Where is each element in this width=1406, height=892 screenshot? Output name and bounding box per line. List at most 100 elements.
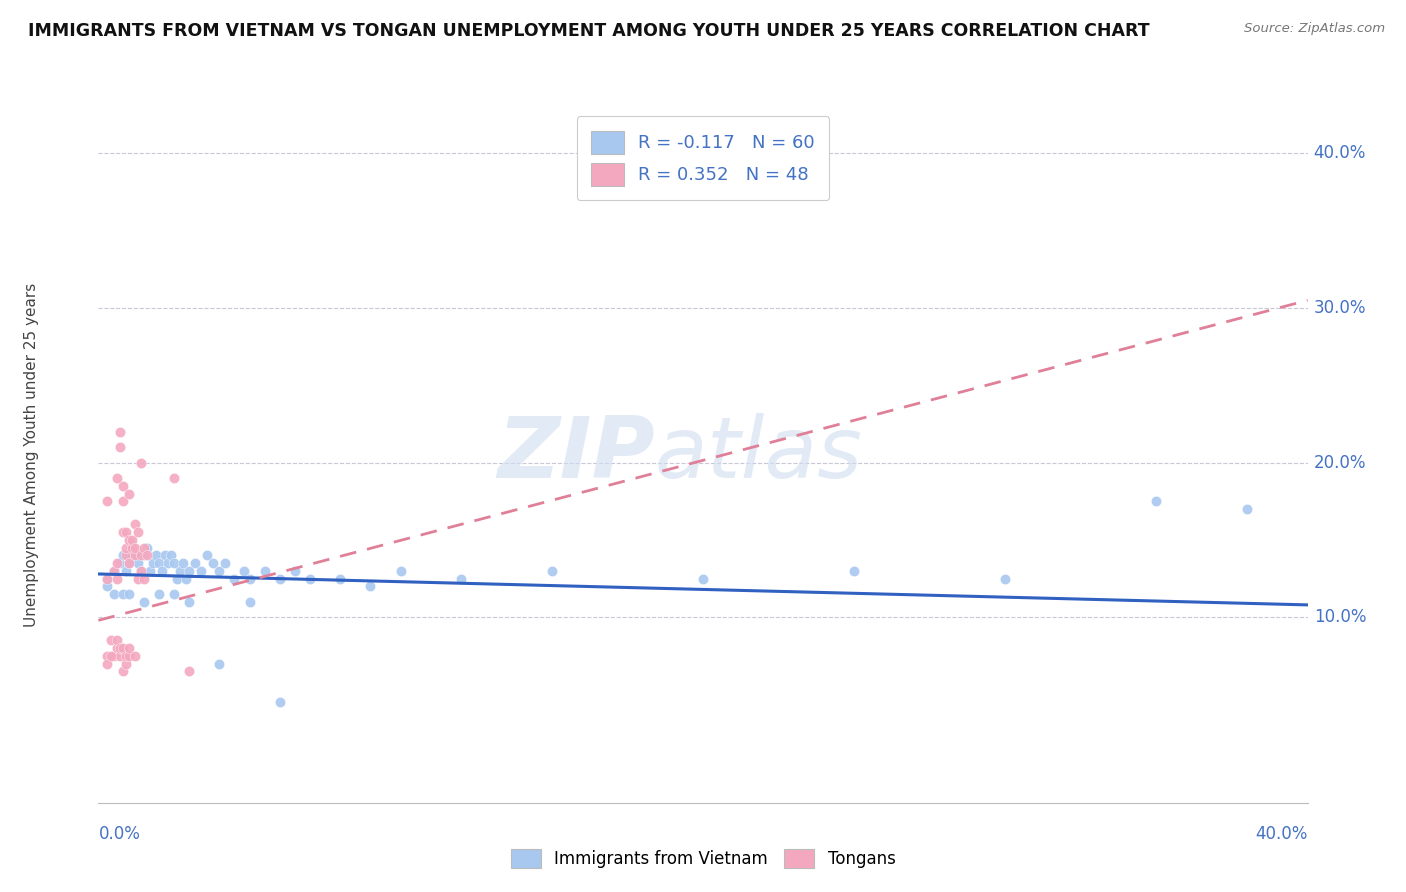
Point	[100, 648, 122, 663]
Point	[269, 572, 291, 586]
Point	[114, 648, 136, 663]
Point	[284, 564, 307, 578]
Point	[253, 564, 276, 578]
Point	[121, 541, 143, 555]
Point	[111, 479, 134, 493]
Point	[389, 564, 412, 578]
Point	[96, 648, 118, 663]
Point	[844, 564, 866, 578]
Point	[239, 572, 262, 586]
Point	[166, 572, 188, 586]
Point	[96, 494, 118, 508]
Point	[239, 595, 262, 609]
Text: 40.0%: 40.0%	[1313, 145, 1367, 162]
Point	[132, 541, 155, 555]
Point	[108, 641, 131, 656]
Point	[148, 556, 170, 570]
Point	[118, 533, 141, 547]
Point	[118, 587, 141, 601]
Point	[121, 533, 143, 547]
Point	[150, 564, 173, 578]
Text: 10.0%: 10.0%	[1313, 608, 1367, 626]
Point	[114, 525, 136, 540]
Point	[108, 648, 131, 663]
Point	[269, 695, 291, 709]
Point	[111, 525, 134, 540]
Point	[135, 549, 157, 563]
Point	[111, 587, 134, 601]
Point	[129, 564, 152, 578]
Point	[114, 549, 136, 563]
Point	[145, 549, 167, 563]
Point	[105, 633, 128, 648]
Point	[118, 486, 141, 500]
Point	[214, 556, 236, 570]
Point	[153, 549, 176, 563]
Point	[163, 556, 186, 570]
Point	[124, 549, 146, 563]
Point	[360, 579, 382, 593]
Point	[127, 556, 149, 570]
Point	[105, 572, 128, 586]
Point	[124, 648, 146, 663]
Point	[127, 572, 149, 586]
Point	[202, 556, 225, 570]
Point	[1144, 494, 1167, 508]
Point	[184, 556, 207, 570]
Text: Source: ZipAtlas.com: Source: ZipAtlas.com	[1244, 22, 1385, 36]
Point	[114, 657, 136, 671]
Point	[232, 564, 254, 578]
Point	[174, 572, 197, 586]
Point	[118, 556, 141, 570]
Point	[160, 549, 183, 563]
Point	[177, 595, 201, 609]
Point	[135, 541, 157, 555]
Point	[111, 665, 134, 679]
Point	[132, 595, 155, 609]
Point	[163, 587, 186, 601]
Point	[127, 525, 149, 540]
Point	[329, 572, 352, 586]
Legend: R = -0.117   N = 60, R = 0.352   N = 48: R = -0.117 N = 60, R = 0.352 N = 48	[576, 116, 830, 201]
Point	[103, 564, 125, 578]
Point	[450, 572, 472, 586]
Point	[172, 556, 194, 570]
Point	[195, 549, 218, 563]
Point	[111, 549, 134, 563]
Point	[692, 572, 714, 586]
Point	[208, 564, 231, 578]
Point	[103, 564, 125, 578]
Text: 20.0%: 20.0%	[1313, 454, 1367, 472]
Point	[118, 556, 141, 570]
Point	[96, 579, 118, 593]
Point	[124, 541, 146, 555]
Point	[111, 494, 134, 508]
Point	[169, 564, 191, 578]
Point	[103, 648, 125, 663]
Point	[111, 641, 134, 656]
Point	[105, 471, 128, 485]
Point	[124, 517, 146, 532]
Point	[103, 587, 125, 601]
Point	[96, 572, 118, 586]
Point	[540, 564, 562, 578]
Point	[114, 541, 136, 555]
Point	[96, 657, 118, 671]
Point	[994, 572, 1017, 586]
Point	[129, 549, 152, 563]
Point	[118, 641, 141, 656]
Point	[121, 549, 143, 563]
Point	[118, 648, 141, 663]
Text: IMMIGRANTS FROM VIETNAM VS TONGAN UNEMPLOYMENT AMONG YOUTH UNDER 25 YEARS CORREL: IMMIGRANTS FROM VIETNAM VS TONGAN UNEMPL…	[28, 22, 1150, 40]
Text: 40.0%: 40.0%	[1256, 825, 1308, 843]
Point	[108, 556, 131, 570]
Point	[1236, 502, 1258, 516]
Legend: Immigrants from Vietnam, Tongans: Immigrants from Vietnam, Tongans	[503, 842, 903, 875]
Text: 30.0%: 30.0%	[1313, 299, 1367, 317]
Point	[96, 572, 118, 586]
Text: ZIP: ZIP	[496, 413, 655, 497]
Point	[105, 556, 128, 570]
Point	[124, 549, 146, 563]
Point	[105, 641, 128, 656]
Point	[208, 657, 231, 671]
